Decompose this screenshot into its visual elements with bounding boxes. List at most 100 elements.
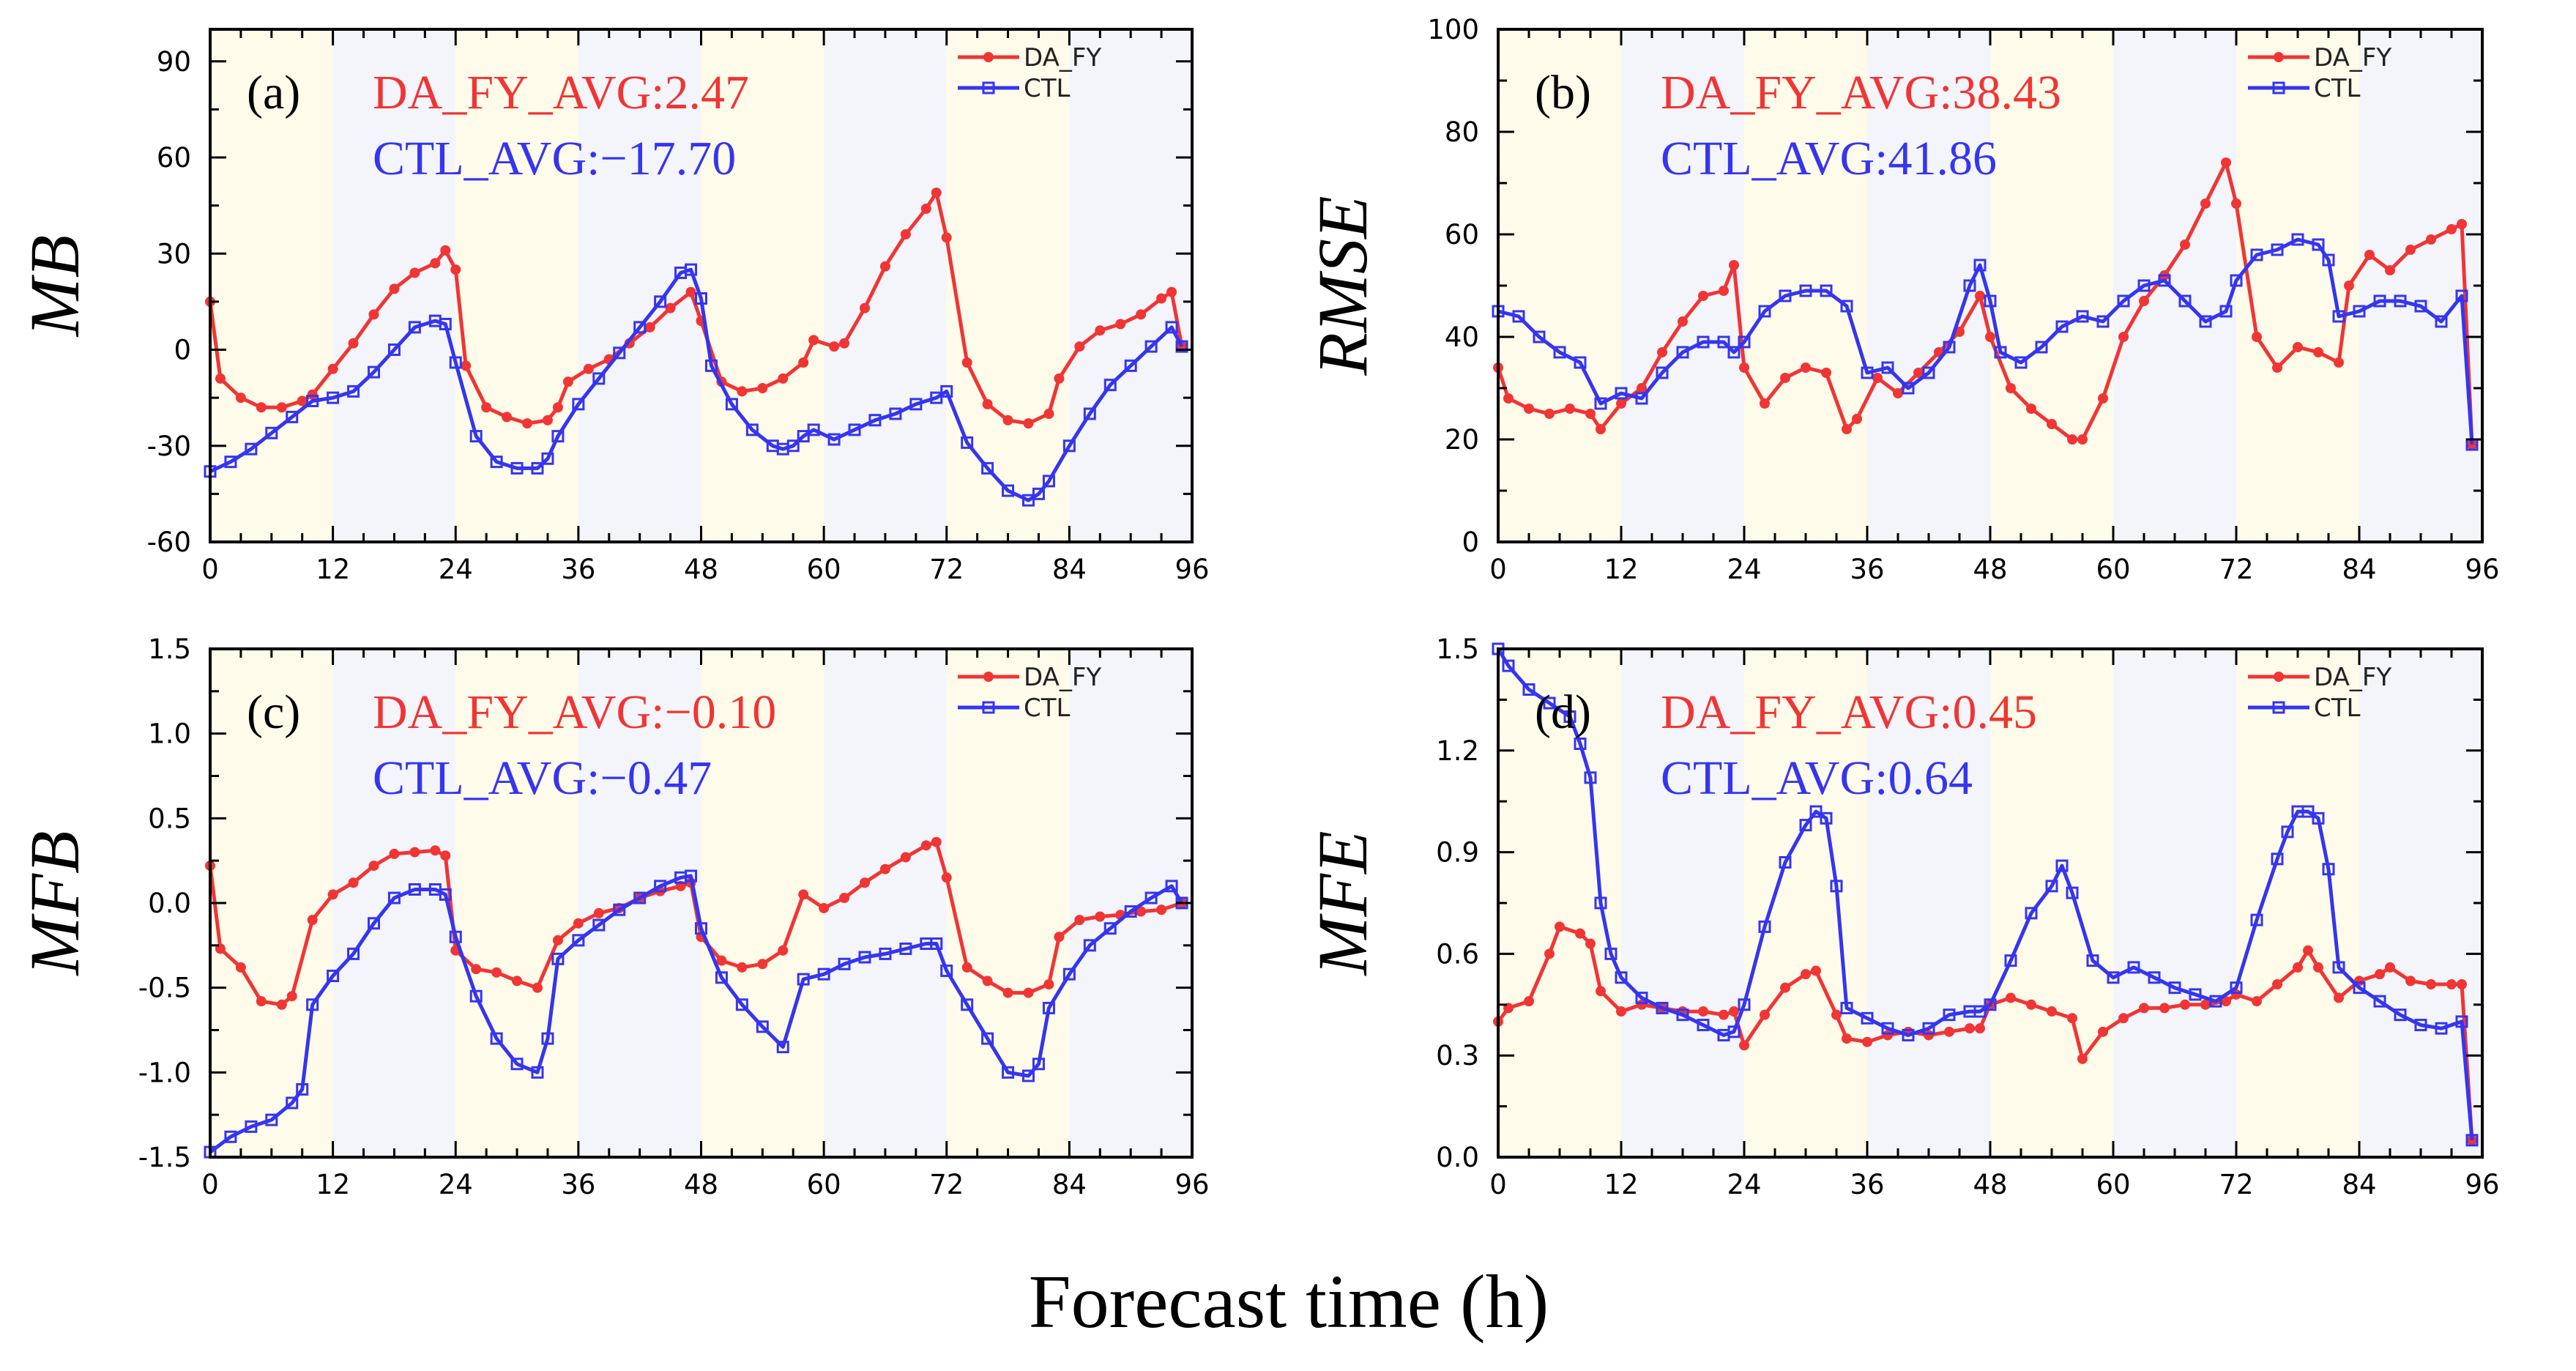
- data-point-ctl: [592, 372, 606, 385]
- x-tick-label: 48: [684, 554, 718, 585]
- data-point-da-fy: [798, 889, 809, 900]
- data-point-da-fy: [778, 945, 789, 956]
- data-point-da-fy: [1862, 1036, 1872, 1047]
- data-point-ctl: [1002, 1066, 1015, 1079]
- data-point-ctl: [1984, 294, 1997, 308]
- data-point-ctl: [1830, 880, 1843, 893]
- x-tick-label: 48: [1973, 1169, 2007, 1200]
- data-point-ctl: [2322, 253, 2335, 267]
- band-cool: [824, 649, 947, 1157]
- data-point-da-fy: [1739, 1040, 1749, 1051]
- data-point-da-fy: [1054, 932, 1065, 943]
- data-point-ctl: [2096, 315, 2110, 328]
- x-tick-label: 0: [201, 554, 219, 585]
- data-point-da-fy: [307, 389, 318, 400]
- data-point-da-fy: [2180, 999, 2190, 1010]
- y-tick-label: 60: [157, 142, 191, 174]
- data-point-da-fy: [829, 341, 840, 352]
- data-point-da-fy: [1739, 363, 1749, 373]
- data-point-da-fy: [562, 376, 573, 387]
- y-axis-label: MFE: [1303, 831, 1382, 976]
- data-point-ctl: [858, 951, 871, 964]
- data-point-da-fy: [471, 964, 482, 975]
- data-point-ctl: [1165, 880, 1178, 893]
- y-tick-label: 100: [1427, 14, 1479, 45]
- y-tick-label: 1.5: [148, 634, 191, 665]
- x-tick-label: 36: [1850, 1169, 1884, 1200]
- data-point-da-fy: [286, 991, 297, 1002]
- data-point-ctl: [286, 410, 299, 423]
- panel-label: (b): [1535, 66, 1591, 119]
- data-point-da-fy: [1156, 904, 1167, 915]
- data-point-da-fy: [389, 848, 400, 859]
- data-point-ctl: [2137, 279, 2151, 292]
- x-tick-label: 48: [1973, 554, 2007, 585]
- data-point-da-fy: [1043, 979, 1054, 990]
- data-point-ctl: [1615, 387, 1628, 400]
- panel-label: (c): [247, 686, 300, 739]
- data-point-da-fy: [1975, 1023, 1985, 1034]
- data-point-ctl: [756, 1020, 769, 1033]
- data-point-ctl: [704, 359, 718, 372]
- data-point-ctl: [449, 930, 462, 943]
- data-point-ctl: [1635, 392, 1648, 405]
- data-point-da-fy: [1616, 1006, 1626, 1017]
- y-tick-label: -30: [147, 431, 191, 462]
- data-point-ctl: [1032, 1058, 1045, 1071]
- data-point-ctl: [2373, 294, 2386, 308]
- data-point-ctl: [1799, 819, 1812, 832]
- data-point-ctl: [1062, 439, 1076, 453]
- data-point-ctl: [245, 1120, 258, 1133]
- data-point-ctl: [930, 391, 943, 404]
- data-point-ctl: [490, 1032, 503, 1045]
- data-point-da-fy: [1924, 1030, 1934, 1041]
- y-tick-label: 20: [1445, 424, 1479, 456]
- data-point-ctl: [572, 398, 585, 411]
- x-tick-label: 60: [807, 554, 841, 585]
- avg-ctl-label: CTL_AVG:−17.70: [373, 132, 736, 185]
- data-point-da-fy: [1893, 388, 1903, 398]
- legend-marker-da-fy: [2274, 52, 2284, 62]
- data-point-ctl: [848, 423, 861, 436]
- data-point-da-fy: [737, 962, 748, 973]
- data-point-da-fy: [1575, 928, 1585, 939]
- data-point-da-fy: [2200, 198, 2211, 209]
- data-point-ctl: [2045, 880, 2058, 893]
- data-point-ctl: [327, 391, 340, 404]
- data-point-ctl: [2394, 1008, 2407, 1022]
- x-tick-label: 96: [2465, 1169, 2499, 1200]
- data-point-da-fy: [982, 976, 993, 987]
- data-point-ctl: [439, 888, 452, 901]
- y-tick-label: 0.9: [1436, 837, 1479, 869]
- data-point-ctl: [1779, 855, 1792, 869]
- data-point-da-fy: [2446, 224, 2457, 234]
- data-point-ctl: [797, 973, 810, 986]
- data-point-ctl: [592, 918, 606, 932]
- data-point-ctl: [2230, 274, 2243, 287]
- data-point-ctl: [2435, 315, 2448, 328]
- band-warm: [1744, 649, 1867, 1157]
- data-point-ctl: [2014, 356, 2028, 369]
- data-point-da-fy: [2077, 1053, 2088, 1064]
- data-point-ctl: [1738, 998, 1751, 1011]
- data-point-da-fy: [685, 286, 696, 297]
- data-point-da-fy: [1944, 1026, 1954, 1037]
- data-point-ctl: [1144, 340, 1158, 353]
- data-point-ctl: [1002, 484, 1015, 497]
- legend-marker-da-fy: [983, 672, 994, 682]
- data-point-da-fy: [2047, 1006, 2057, 1017]
- data-point-da-fy: [1852, 414, 1862, 424]
- avg-ctl-label: CTL_AVG:41.86: [1661, 132, 1997, 185]
- data-point-ctl: [1604, 947, 1618, 960]
- data-point-ctl: [245, 442, 258, 456]
- x-tick-label: 84: [2342, 554, 2376, 585]
- data-point-ctl: [368, 917, 380, 930]
- data-point-da-fy: [1095, 325, 1106, 336]
- data-point-ctl: [387, 891, 401, 904]
- data-point-da-fy: [2098, 393, 2108, 404]
- y-tick-label: 0: [1462, 527, 1479, 558]
- data-point-da-fy: [368, 861, 379, 872]
- y-tick-label: 90: [157, 46, 191, 78]
- data-point-da-fy: [2118, 332, 2129, 342]
- data-point-da-fy: [491, 967, 502, 978]
